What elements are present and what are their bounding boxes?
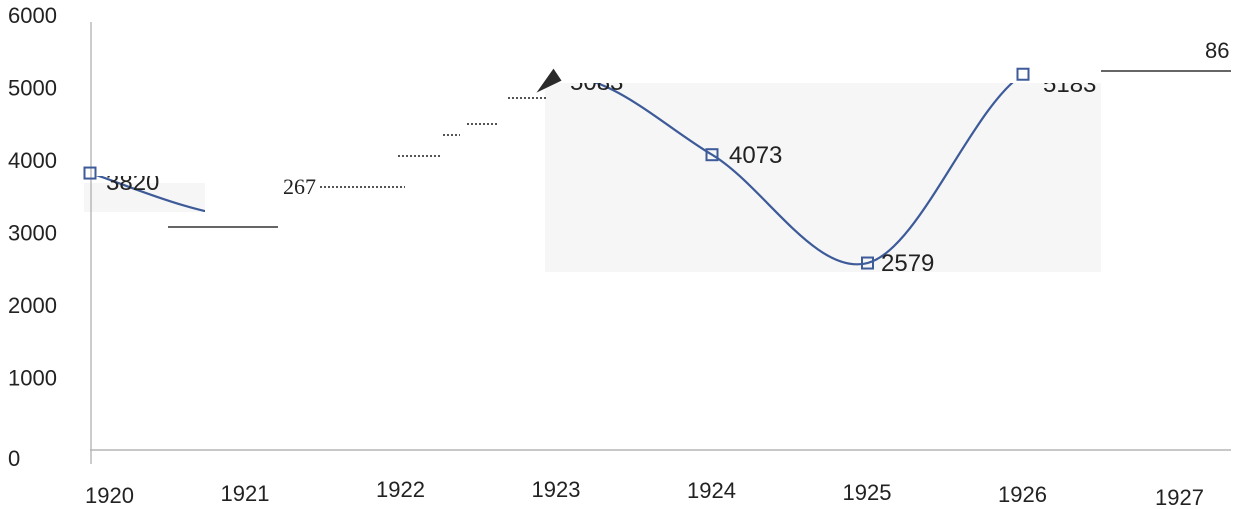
x-tick-label: 1924 — [687, 478, 736, 503]
plot-layer: 0 1000 2000 3000 4000 5000 6000 1920 1921 1922 192… — [8, 3, 1229, 509]
y-tick-label: 6000 — [8, 3, 57, 28]
data-point-marker — [861, 256, 874, 270]
photo-patch-center — [545, 83, 1101, 272]
x-tick-label: 1927 — [1155, 485, 1204, 509]
x-tick-label: 1923 — [532, 477, 581, 502]
data-label: 86 — [1205, 38, 1229, 63]
series-line — [593, 83, 1014, 266]
x-tick-label: 1926 — [998, 482, 1047, 507]
x-tick-label: 1922 — [376, 477, 425, 502]
y-tick-label: 4000 — [8, 148, 57, 173]
data-label: 5083 — [570, 69, 623, 96]
y-tick-label: 1000 — [8, 366, 57, 391]
y-tick-label: 5000 — [8, 76, 57, 101]
dotted-connectors — [320, 97, 546, 188]
x-tick-label: 1920 — [85, 483, 134, 508]
data-label: 4073 — [729, 142, 782, 169]
data-label: 2579 — [881, 250, 934, 277]
y-tick-label: 2000 — [8, 293, 57, 318]
data-point-marker — [705, 148, 719, 162]
triangle-marker — [536, 68, 562, 93]
data-point-marker — [83, 166, 97, 180]
y-tick-label: 3000 — [8, 221, 57, 246]
data-point-marker — [1016, 67, 1030, 81]
x-tick-label: 1921 — [221, 481, 270, 506]
x-tick-label: 1925 — [843, 480, 892, 505]
data-label: 3820 — [106, 169, 159, 196]
data-label: 267 — [283, 174, 316, 199]
y-tick-label: 0 — [8, 446, 20, 471]
data-label: 5183 — [1043, 71, 1096, 98]
photo-patch-left — [84, 183, 205, 212]
